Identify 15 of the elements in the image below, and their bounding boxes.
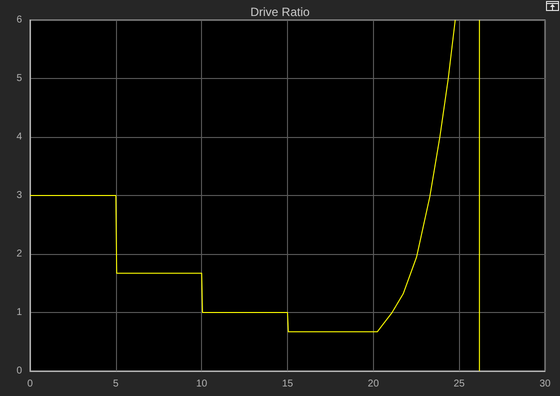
y-tick-label: 0 [16,366,22,376]
y-tick-label: 3 [16,190,22,201]
x-tick-label: 5 [113,378,120,390]
x-tick-label: 20 [368,378,380,390]
y-tick-label: 2 [16,248,22,260]
x-tick-label: 0 [27,378,34,390]
y-tick-label: 6 [16,14,22,26]
x-tick-label: 10 [196,378,208,390]
x-tick-label: 30 [539,378,551,390]
chart-title: Drive Ratio [250,5,310,19]
x-tick-label: 15 [282,378,294,390]
x-tick-label: 25 [454,378,466,390]
y-tick-label: 5 [16,73,22,84]
y-tick-label: 4 [16,132,22,142]
y-tick-label: 1 [16,307,22,318]
